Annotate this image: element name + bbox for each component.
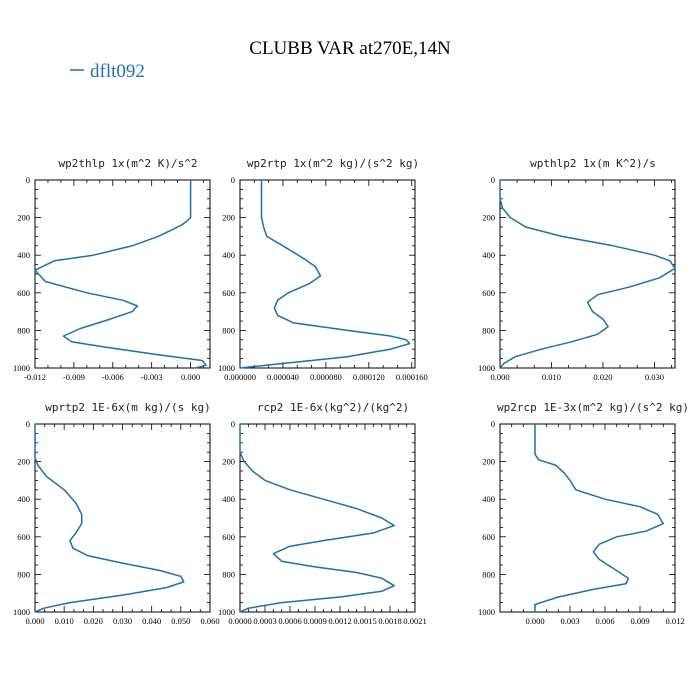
y-tick-label: 400 [17, 494, 30, 504]
y-tick-label: 0 [231, 419, 235, 429]
y-tick-label: 1000 [13, 363, 30, 373]
y-tick-label: 0 [491, 175, 495, 185]
y-tick-label: 400 [222, 250, 235, 260]
y-tick-label: 800 [222, 325, 235, 335]
plot-frame [499, 423, 676, 613]
x-tick-label: -0.012 [24, 372, 46, 382]
x-tick-label: 0.020 [84, 616, 103, 626]
panel-title: wp2thlp 1x(m^2 K)/s^2 [58, 157, 197, 170]
y-tick-label: 600 [482, 532, 495, 542]
x-tick-label: 0.000 [25, 616, 44, 626]
y-tick-label: 1000 [218, 363, 235, 373]
y-tick-label: 600 [482, 288, 495, 298]
panel-title: wp2rtp 1x(m^2 kg)/(s^2 kg) [247, 157, 419, 170]
panel-title: rcp2 1E-6x(kg^2)/(kg^2) [257, 401, 409, 414]
chart-panel: wp2thlp 1x(m^2 K)/s^202004006008001000-0… [13, 157, 211, 382]
y-tick-label: 1000 [478, 363, 495, 373]
y-tick-label: 200 [222, 457, 235, 467]
panel-title: wpthlp2 1x(m K^2)/s [530, 157, 656, 170]
y-tick-label: 200 [17, 213, 30, 223]
plot-frame [499, 179, 676, 369]
chart-panels: wp2thlp 1x(m^2 K)/s^202004006008001000-0… [13, 157, 689, 626]
x-tick-label: 0.0000 [228, 616, 251, 626]
y-tick-label: 200 [17, 457, 30, 467]
y-tick-label: 600 [17, 532, 30, 542]
series-line [239, 180, 411, 369]
x-tick-label: 0.030 [113, 616, 132, 626]
x-tick-label: 0.010 [55, 616, 74, 626]
plot-frame [239, 179, 416, 369]
y-tick-label: 600 [17, 288, 30, 298]
series-line [34, 424, 185, 613]
y-tick-label: 400 [17, 250, 30, 260]
x-tick-label: 0.000080 [310, 372, 342, 382]
series-line [499, 180, 676, 369]
y-tick-label: 1000 [218, 607, 235, 617]
x-tick-label: 0.040 [142, 616, 161, 626]
x-tick-label: 0.0021 [403, 616, 426, 626]
chart-panel: wp2rcp 1E-3x(m^2 kg)/(s^2 kg)0 200 400 600 8… [478, 401, 689, 626]
series-line [534, 424, 665, 612]
y-tick-label: 0 [26, 175, 30, 185]
y-tick-label: 800 [482, 569, 495, 579]
x-tick-label: 0.012 [665, 616, 684, 626]
x-tick-label: 0.0009 [303, 616, 326, 626]
plot-frame [34, 423, 211, 613]
legend: dflt092 [70, 61, 145, 82]
figure-title: CLUBB VAR at270E,14N [249, 38, 451, 59]
chart-panel: wp2rtp 1x(m^2 kg)/(s^2 kg) 0 200 400 600 800 1… [218, 157, 428, 382]
y-tick-label: 600 [222, 532, 235, 542]
y-tick-label: 800 [222, 569, 235, 579]
panel-title: wprtp2 1E-6x(m kg)/(s kg) [45, 401, 211, 414]
x-tick-label: 0.000160 [396, 372, 428, 382]
x-tick-label: -0.006 [102, 372, 124, 382]
x-tick-label: 0.060 [200, 616, 219, 626]
y-tick-label: 200 [222, 213, 235, 223]
y-tick-label: 400 [222, 494, 235, 504]
y-tick-label: 0 [26, 419, 30, 429]
x-tick-label: 0.009 [630, 616, 649, 626]
panel-title: wp2rcp 1E-3x(m^2 kg)/(s^2 kg) [497, 401, 689, 414]
x-tick-label: 0.000 [525, 616, 544, 626]
x-tick-label: -0.009 [63, 372, 85, 382]
y-tick-label: 0 [231, 175, 235, 185]
x-tick-label: 0.003 [560, 616, 579, 626]
chart-panel: rcp2 1E-6x(kg^2)/(kg^2) 0 200 400 600 800 1000… [218, 401, 427, 626]
series-line [239, 424, 395, 613]
x-tick-label: 0.000120 [353, 372, 385, 382]
x-tick-label: 0.0015 [353, 616, 376, 626]
x-tick-label: 0.020 [593, 372, 612, 382]
y-tick-label: 0 [491, 419, 495, 429]
x-tick-label: -0.003 [141, 372, 163, 382]
y-tick-label: 1000 [478, 607, 495, 617]
plot-frame [34, 179, 211, 369]
y-tick-label: 200 [482, 457, 495, 467]
y-tick-label: 400 [482, 494, 495, 504]
x-tick-label: 0.0006 [278, 616, 301, 626]
x-tick-label: 0.000040 [267, 372, 299, 382]
legend-label: dflt092 [90, 61, 145, 82]
x-tick-label: 0.050 [171, 616, 190, 626]
x-tick-label: 0.000 [490, 372, 509, 382]
x-tick-label: 0.000 [181, 372, 200, 382]
y-tick-label: 800 [17, 569, 30, 579]
y-tick-label: 800 [482, 325, 495, 335]
chart-panel: wpthlp2 1x(m K^2)/s 0 200 400 600 800 10000.00… [478, 157, 676, 382]
y-tick-label: 200 [482, 213, 495, 223]
x-tick-label: 0.000000 [224, 372, 256, 382]
y-tick-label: 800 [17, 325, 30, 335]
x-tick-label: 0.010 [542, 372, 561, 382]
chart-panel: wprtp2 1E-6x(m kg)/(s kg) 0 200 400 600 800 10… [13, 401, 220, 626]
x-tick-label: 0.030 [645, 372, 664, 382]
x-tick-label: 0.0012 [328, 616, 351, 626]
x-tick-label: 0.0018 [378, 616, 401, 626]
series-line [34, 180, 207, 369]
plot-frame [239, 423, 416, 613]
y-tick-label: 400 [482, 250, 495, 260]
y-tick-label: 600 [222, 288, 235, 298]
x-tick-label: 0.0003 [253, 616, 276, 626]
x-tick-label: 0.006 [595, 616, 614, 626]
y-tick-label: 1000 [13, 607, 30, 617]
